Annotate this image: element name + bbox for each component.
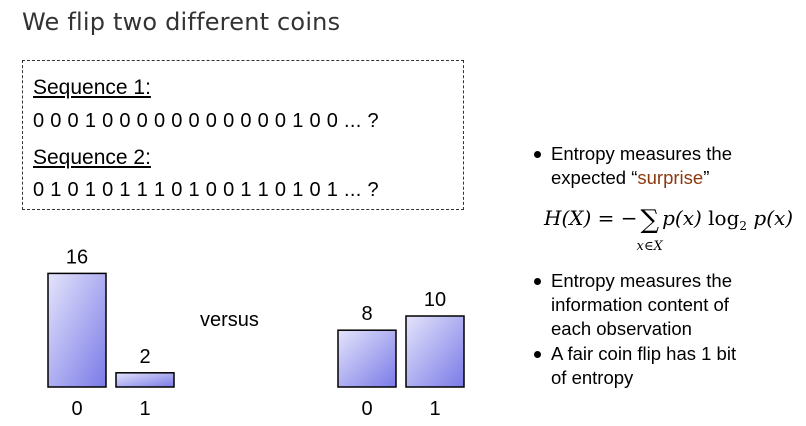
bar-1	[115, 372, 175, 388]
bar-value-label: 10	[424, 289, 446, 311]
bullet-3-line-2: of entropy	[551, 367, 634, 388]
coin-2-histogram: 8 0 10 1	[337, 289, 465, 420]
bullet-fair-coin: A fair coin flip has 1 bit of entropy	[533, 342, 806, 390]
bullet-information-content: Entropy measures the information content…	[533, 269, 806, 341]
bullet-1-text-post: ”	[703, 167, 710, 188]
bar-1	[405, 315, 465, 388]
sequence-box: Sequence 1: 0 0 0 1 0 0 0 0 0 0 0 0 0 0 …	[22, 60, 464, 210]
bar-value-label: 16	[66, 246, 88, 268]
slide-title: We flip two different coins	[22, 8, 341, 36]
bar-value-label: 8	[361, 303, 372, 325]
bullet-1-line-1: Entropy measures the	[551, 143, 732, 164]
sequence-2-value: 0 1 0 1 0 1 1 1 0 1 0 0 1 1 0 1 0 1 ... …	[33, 179, 379, 201]
bullet-1-line-2: expected “surprise”	[551, 166, 806, 190]
bullet-expected-surprise: Entropy measures the expected “surprise”	[533, 142, 806, 190]
formula-term-2: p(x)	[747, 206, 794, 230]
bullet-3-line-1: A fair coin flip has 1 bit	[551, 343, 737, 364]
formula-log: log	[701, 206, 740, 230]
entropy-formula: H(X) = − ∑ x∈X p(x) log2 p(x)	[544, 205, 794, 254]
formula-lhs: H(X)	[544, 206, 592, 230]
surprise-highlight: surprise	[637, 167, 704, 188]
formula-equals-minus: = −	[591, 206, 638, 230]
sequence-1-value: 0 0 0 1 0 0 0 0 0 0 0 0 0 0 0 1 0 0 ... …	[33, 110, 379, 132]
bullet-1-text-pre: expected “	[551, 167, 638, 188]
category-label: 1	[139, 398, 150, 420]
sum-symbol: ∑ x∈X	[637, 205, 663, 254]
bar-0	[47, 272, 107, 388]
bullet-2-line-1: Entropy measures the	[551, 270, 732, 291]
bullet-2-line-3: each observation	[551, 318, 692, 339]
sequence-2-label: Sequence 2:	[33, 146, 151, 169]
sequence-1-label: Sequence 1:	[33, 76, 151, 99]
category-label: 0	[361, 398, 372, 420]
formula-term-1: p(x)	[662, 206, 702, 230]
category-label: 0	[71, 398, 82, 420]
bar-value-label: 2	[139, 346, 150, 368]
category-label: 1	[429, 398, 440, 420]
sum-glyph: ∑	[640, 205, 660, 235]
sum-subscript: x∈X	[636, 239, 663, 254]
bullet-2-line-2: information content of	[551, 294, 729, 315]
coin-1-histogram: 16 0 2 1	[47, 246, 175, 420]
formula-log-base: 2	[739, 219, 748, 233]
versus-label: versus	[200, 309, 259, 331]
bar-0	[337, 329, 397, 388]
